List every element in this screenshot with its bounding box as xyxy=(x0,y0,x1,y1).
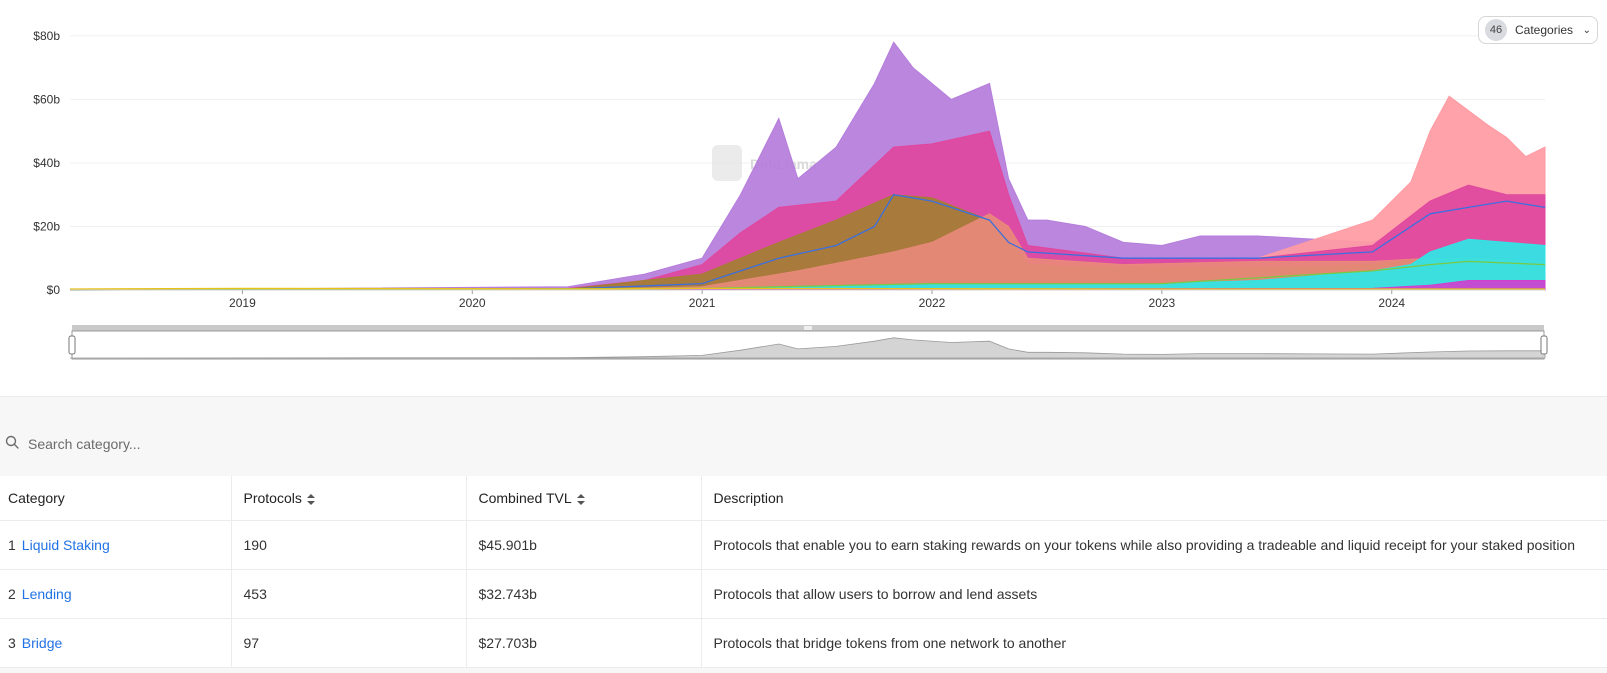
categories-count-badge: 46 xyxy=(1485,19,1507,41)
y-tick-label: $0 xyxy=(47,283,61,297)
x-tick-label: 2020 xyxy=(459,296,486,310)
x-tick-label: 2023 xyxy=(1149,296,1176,310)
category-link-liquid-staking[interactable]: Liquid Staking xyxy=(21,537,110,553)
x-tick-label: 2019 xyxy=(229,296,256,310)
watermark-logo xyxy=(712,145,742,181)
search-row xyxy=(0,421,1607,465)
area-series-3 xyxy=(69,130,1546,291)
description-cell: Protocols that bridge tokens from one ne… xyxy=(701,618,1607,668)
brush-overview-area xyxy=(69,337,1546,359)
tvl-cell: $27.703b xyxy=(466,618,702,668)
chart-panel: $0 $20b $40b $60b $80b 2019 2020 2021 2022 2023 20… xyxy=(0,16,1607,397)
protocols-cell: 453 xyxy=(231,569,467,619)
column-header-tvl[interactable]: Combined TVL xyxy=(466,476,702,521)
description-cell: Protocols that enable you to earn stakin… xyxy=(701,520,1607,570)
table-row: 1 Liquid Staking 190 $45.901b Protocols t… xyxy=(0,520,1607,570)
tvl-cell: $32.743b xyxy=(466,569,702,619)
y-tick-label: $80b xyxy=(33,29,60,43)
categories-label: Categories xyxy=(1515,23,1574,37)
brush-handle-right[interactable] xyxy=(1540,335,1548,355)
row-index: 1 xyxy=(8,537,16,553)
y-tick-label: $60b xyxy=(33,92,60,106)
line-series-1 xyxy=(69,193,1546,291)
search-input[interactable] xyxy=(26,431,630,457)
column-header-tvl-label: Combined TVL xyxy=(478,490,572,506)
x-tick-label: 2021 xyxy=(689,296,716,310)
category-link-bridge[interactable]: Bridge xyxy=(21,635,63,651)
category-cell: 1 Liquid Staking xyxy=(0,520,232,570)
y-tick-label: $20b xyxy=(33,219,60,233)
column-header-protocols-label: Protocols xyxy=(243,490,302,506)
column-header-description: Description xyxy=(701,476,1607,521)
line-series-2 xyxy=(69,260,1546,291)
protocols-cell: 190 xyxy=(231,520,467,570)
chevron-down-icon: ⌄ xyxy=(1582,24,1591,36)
search-icon xyxy=(5,435,19,449)
column-header-category: Category xyxy=(0,476,232,521)
row-index: 2 xyxy=(8,586,16,602)
line-series-3 xyxy=(69,287,1545,290)
tvl-cell: $45.901b xyxy=(466,520,702,570)
table-row: 3 Bridge 97 $27.703b Protocols that bridg… xyxy=(0,618,1607,668)
category-cell: 3 Bridge xyxy=(0,618,232,668)
column-header-category-label: Category xyxy=(8,490,65,506)
categories-dropdown[interactable]: 46 Categories ⌄ xyxy=(1478,16,1598,44)
x-tick-label: 2024 xyxy=(1378,296,1405,310)
row-index: 3 xyxy=(8,635,16,651)
tvl-area-chart: $0 $20b $40b $60b $80b 2019 2020 2021 2022 2023 20… xyxy=(33,29,1548,360)
description-cell: Protocols that allow users to borrow and… xyxy=(701,569,1607,619)
brush-handle-left[interactable] xyxy=(68,335,76,355)
table-header-row: Category Protocols Combined TVL Descript… xyxy=(0,476,1607,521)
sort-icon[interactable] xyxy=(576,493,585,505)
column-header-protocols[interactable]: Protocols xyxy=(231,476,467,521)
category-cell: 2 Lending xyxy=(0,569,232,619)
brush-drag-grip[interactable] xyxy=(804,326,812,330)
y-tick-label: $40b xyxy=(33,156,60,170)
categories-table: Category Protocols Combined TVL Descript… xyxy=(0,476,1607,668)
x-tick-label: 2022 xyxy=(919,296,946,310)
sort-icon[interactable] xyxy=(306,493,315,505)
category-link-lending[interactable]: Lending xyxy=(21,586,72,602)
table-row: 2 Lending 453 $32.743b Protocols that all… xyxy=(0,569,1607,619)
column-header-description-label: Description xyxy=(713,490,784,506)
protocols-cell: 97 xyxy=(231,618,467,668)
